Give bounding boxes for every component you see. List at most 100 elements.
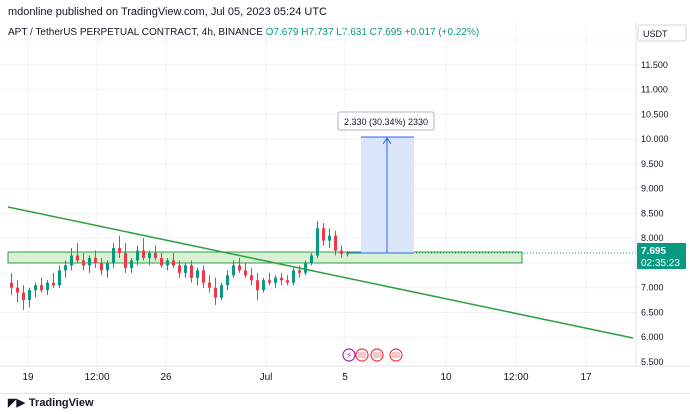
candle	[154, 245, 157, 261]
candle	[202, 265, 205, 288]
range-label: 2.330 (30.34%) 2330	[344, 117, 428, 127]
high-value: H7.737	[301, 27, 334, 38]
candle-body	[88, 257, 91, 266]
candle-body	[166, 260, 169, 266]
event-lightning-icon	[342, 348, 356, 362]
price-tick-label: 7.000	[641, 283, 664, 293]
chart-grid	[0, 22, 636, 366]
countdown-timer: 02:35:23	[641, 258, 680, 269]
price-chart[interactable]: 2.330 (30.34%) 2330 ⚡ 11.500 11.000 10.500…	[0, 0, 690, 393]
support-zone[interactable]	[7, 251, 523, 264]
candle	[88, 255, 91, 273]
symbol-title[interactable]: APT / TetherUS PERPETUAL CONTRACT, 4h, B…	[8, 27, 263, 38]
candle	[196, 267, 199, 286]
price-tick-label: 6.500	[641, 307, 664, 317]
candle-body	[112, 248, 115, 263]
candle-body	[250, 275, 253, 281]
candle-body	[160, 257, 163, 266]
candle-body	[130, 260, 133, 268]
candle-body	[76, 255, 79, 261]
price-tick-label: 6.000	[641, 332, 664, 342]
price-tick-label: 8.500	[641, 208, 664, 218]
candle	[40, 277, 43, 293]
time-tick-label: 26	[160, 372, 172, 383]
candle-body	[190, 265, 193, 278]
candle-body	[154, 253, 157, 258]
candle	[226, 270, 229, 291]
descending-trendline[interactable]	[7, 206, 634, 339]
candle	[334, 230, 337, 256]
candle-body	[208, 282, 211, 288]
candle	[34, 282, 37, 298]
candle-body	[148, 253, 151, 258]
candle-body	[70, 255, 73, 266]
candle-body	[262, 280, 265, 291]
candle	[16, 280, 19, 303]
candle-body	[46, 282, 49, 291]
candle	[10, 272, 13, 296]
candle	[220, 282, 223, 301]
candle-body	[64, 265, 67, 271]
candle-body	[226, 275, 229, 286]
currency-button[interactable]: USDT	[637, 24, 687, 42]
candle-body	[238, 265, 241, 271]
candle	[124, 243, 127, 273]
candle-body	[124, 253, 127, 268]
candle	[166, 257, 169, 271]
open-value: O7.679	[265, 27, 299, 38]
price-tick-label: 5.500	[641, 357, 664, 367]
candle-body	[10, 282, 13, 288]
candle-body	[304, 262, 307, 273]
candle	[22, 285, 25, 310]
candle	[100, 257, 103, 276]
price-tick-label: 11.500	[641, 60, 668, 70]
candle-body	[16, 287, 19, 293]
price-scale[interactable]: 11.500 11.000 10.500 10.000 9.500 9.000 8.500 8…	[641, 60, 669, 367]
price-tick-label: 10.500	[641, 109, 669, 119]
candle-body	[196, 270, 199, 278]
candle	[148, 250, 151, 266]
time-tick-label: 10	[440, 372, 452, 383]
range-label-box: 2.330 (30.34%) 2330	[337, 111, 435, 131]
candle	[346, 251, 349, 257]
time-tick-label: 12:00	[84, 372, 109, 383]
svg-text:⚡: ⚡	[346, 351, 352, 360]
price-range-arrowhead	[382, 137, 392, 145]
time-scale[interactable]: 19 12:00 26 Jul 5 10 12:00 17	[22, 372, 592, 383]
candle-body	[256, 280, 259, 291]
close-value: C7.695	[369, 27, 402, 38]
candle	[310, 253, 313, 266]
candle	[262, 277, 265, 293]
candle	[328, 228, 331, 249]
time-tick-label: 17	[580, 372, 592, 383]
candle	[52, 272, 55, 288]
candle	[76, 243, 79, 263]
price-tick-label: 10.000	[641, 134, 669, 144]
candle-body	[22, 292, 25, 301]
price-tick-label: 9.000	[641, 184, 664, 194]
candle-body	[172, 260, 175, 266]
candle	[274, 275, 277, 288]
candle	[244, 262, 247, 278]
candle-body	[310, 255, 313, 263]
candle-body	[58, 270, 61, 286]
candle	[208, 275, 211, 293]
time-tick-label: 12:00	[503, 372, 528, 383]
event-icons[interactable]: ⚡	[342, 348, 403, 362]
candle-body	[40, 285, 43, 291]
candle-body	[268, 280, 271, 283]
candle-body	[136, 250, 139, 261]
candle-body	[82, 260, 85, 266]
tradingview-logo[interactable]: ◤▶ TradingView	[8, 396, 94, 409]
candle	[142, 238, 145, 261]
candle	[106, 260, 109, 278]
candle	[172, 253, 175, 268]
candle	[292, 267, 295, 286]
candle-body	[286, 280, 289, 283]
candle	[46, 280, 49, 296]
candle	[160, 253, 163, 268]
candle	[112, 243, 115, 268]
candle	[82, 253, 85, 271]
candle	[286, 275, 289, 286]
candle-body	[334, 235, 337, 251]
